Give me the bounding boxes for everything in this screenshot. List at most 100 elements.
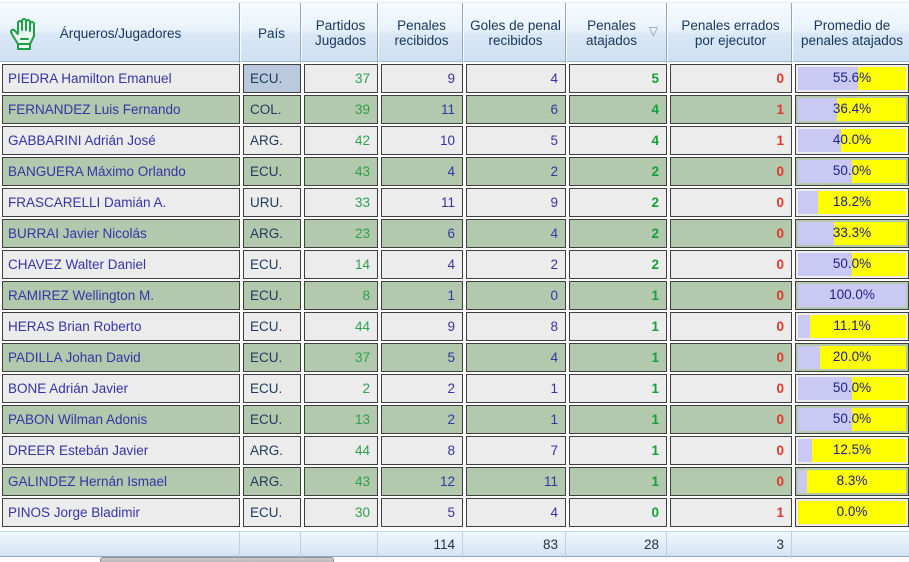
player-name-cell[interactable]: BURRAI Javier Nicolás xyxy=(2,219,240,248)
penales-recibidos-cell[interactable]: 4 xyxy=(381,250,463,279)
country-cell[interactable]: ARG. xyxy=(243,436,301,465)
penales-atajados-cell[interactable]: 1 xyxy=(569,374,667,403)
country-cell[interactable]: ECU. xyxy=(243,64,301,93)
player-name-cell[interactable]: PABON Wilman Adonis xyxy=(2,405,240,434)
country-cell[interactable]: ARG. xyxy=(243,219,301,248)
header-pais[interactable]: País xyxy=(243,3,301,63)
promedio-cell[interactable]: 40.0% xyxy=(795,126,909,155)
goles-penal-recibidos-cell[interactable]: 11 xyxy=(466,467,566,496)
penales-errados-cell[interactable]: 1 xyxy=(670,95,792,124)
penales-errados-cell[interactable]: 0 xyxy=(670,467,792,496)
penales-recibidos-cell[interactable]: 6 xyxy=(381,219,463,248)
partidos-jugados-cell[interactable]: 2 xyxy=(304,374,378,403)
penales-errados-cell[interactable]: 0 xyxy=(670,188,792,217)
penales-atajados-cell[interactable]: 1 xyxy=(569,281,667,310)
promedio-cell[interactable]: 55.6% xyxy=(795,64,909,93)
penales-recibidos-cell[interactable]: 4 xyxy=(381,157,463,186)
header-promedio-de-penales-atajados[interactable]: Promedio de penales atajados xyxy=(795,3,909,63)
country-cell[interactable]: ECU. xyxy=(243,312,301,341)
goles-penal-recibidos-cell[interactable]: 5 xyxy=(466,126,566,155)
goles-penal-recibidos-cell[interactable]: 8 xyxy=(466,312,566,341)
country-cell[interactable]: ECU. xyxy=(243,374,301,403)
player-name-cell[interactable]: GALINDEZ Hernán Ismael xyxy=(2,467,240,496)
promedio-cell[interactable]: 12.5% xyxy=(795,436,909,465)
partidos-jugados-cell[interactable]: 44 xyxy=(304,436,378,465)
penales-errados-cell[interactable]: 0 xyxy=(670,250,792,279)
header-penales-errados-por-ejecutor[interactable]: Penales errados por ejecutor xyxy=(670,3,792,63)
player-name-cell[interactable]: FERNANDEZ Luis Fernando xyxy=(2,95,240,124)
penales-errados-cell[interactable]: 0 xyxy=(670,219,792,248)
penales-atajados-cell[interactable]: 1 xyxy=(569,436,667,465)
penales-recibidos-cell[interactable]: 11 xyxy=(381,188,463,217)
header-goles-de-penal-recibidos[interactable]: Goles de penal recibidos xyxy=(466,3,566,63)
penales-recibidos-cell[interactable]: 2 xyxy=(381,374,463,403)
player-name-cell[interactable]: DREER Estebán Javier xyxy=(2,436,240,465)
penales-recibidos-cell[interactable]: 9 xyxy=(381,64,463,93)
partidos-jugados-cell[interactable]: 43 xyxy=(304,157,378,186)
partidos-jugados-cell[interactable]: 44 xyxy=(304,312,378,341)
player-name-cell[interactable]: BANGUERA Máximo Orlando xyxy=(2,157,240,186)
country-cell[interactable]: COL. xyxy=(243,95,301,124)
country-cell[interactable]: ECU. xyxy=(243,250,301,279)
promedio-cell[interactable]: 50.0% xyxy=(795,374,909,403)
penales-recibidos-cell[interactable]: 10 xyxy=(381,126,463,155)
partidos-jugados-cell[interactable]: 8 xyxy=(304,281,378,310)
penales-atajados-cell[interactable]: 1 xyxy=(569,343,667,372)
country-cell[interactable]: ECU. xyxy=(243,281,301,310)
country-cell[interactable]: ECU. xyxy=(243,498,301,527)
penales-errados-cell[interactable]: 0 xyxy=(670,374,792,403)
goles-penal-recibidos-cell[interactable]: 0 xyxy=(466,281,566,310)
player-name-cell[interactable]: GABBARINI Adrián José xyxy=(2,126,240,155)
goles-penal-recibidos-cell[interactable]: 2 xyxy=(466,157,566,186)
penales-atajados-cell[interactable]: 2 xyxy=(569,250,667,279)
promedio-cell[interactable]: 18.2% xyxy=(795,188,909,217)
penales-errados-cell[interactable]: 0 xyxy=(670,64,792,93)
penales-atajados-cell[interactable]: 2 xyxy=(569,157,667,186)
penales-errados-cell[interactable]: 0 xyxy=(670,343,792,372)
player-name-cell[interactable]: CHAVEZ Walter Daniel xyxy=(2,250,240,279)
partidos-jugados-cell[interactable]: 30 xyxy=(304,498,378,527)
country-cell[interactable]: ECU. xyxy=(243,343,301,372)
penales-errados-cell[interactable]: 0 xyxy=(670,436,792,465)
partidos-jugados-cell[interactable]: 33 xyxy=(304,188,378,217)
header-partidos-jugados[interactable]: Partidos Jugados xyxy=(304,3,378,63)
penales-errados-cell[interactable]: 1 xyxy=(670,126,792,155)
promedio-cell[interactable]: 36.4% xyxy=(795,95,909,124)
promedio-cell[interactable]: 33.3% xyxy=(795,219,909,248)
partidos-jugados-cell[interactable]: 37 xyxy=(304,64,378,93)
partidos-jugados-cell[interactable]: 39 xyxy=(304,95,378,124)
player-name-cell[interactable]: PIEDRA Hamilton Emanuel xyxy=(2,64,240,93)
penales-errados-cell[interactable]: 0 xyxy=(670,312,792,341)
player-name-cell[interactable]: BONE Adrián Javier xyxy=(2,374,240,403)
penales-atajados-cell[interactable]: 4 xyxy=(569,126,667,155)
penales-recibidos-cell[interactable]: 12 xyxy=(381,467,463,496)
partidos-jugados-cell[interactable]: 43 xyxy=(304,467,378,496)
country-cell[interactable]: URU. xyxy=(243,188,301,217)
header-penales-atajados[interactable]: Penales atajados ▽ xyxy=(569,3,667,63)
promedio-cell[interactable]: 50.0% xyxy=(795,157,909,186)
partidos-jugados-cell[interactable]: 23 xyxy=(304,219,378,248)
player-name-cell[interactable]: FRASCARELLI Damián A. xyxy=(2,188,240,217)
penales-atajados-cell[interactable]: 1 xyxy=(569,405,667,434)
penales-errados-cell[interactable]: 0 xyxy=(670,281,792,310)
promedio-cell[interactable]: 20.0% xyxy=(795,343,909,372)
header-arqueros-jugadores[interactable]: Árqueros/Jugadores xyxy=(2,3,240,63)
goles-penal-recibidos-cell[interactable]: 4 xyxy=(466,219,566,248)
promedio-cell[interactable]: 50.0% xyxy=(795,405,909,434)
partidos-jugados-cell[interactable]: 42 xyxy=(304,126,378,155)
player-name-cell[interactable]: PINOS Jorge Bladimir xyxy=(2,498,240,527)
penales-atajados-cell[interactable]: 2 xyxy=(569,188,667,217)
penales-recibidos-cell[interactable]: 8 xyxy=(381,436,463,465)
promedio-cell[interactable]: 11.1% xyxy=(795,312,909,341)
player-name-cell[interactable]: PADILLA Johan David xyxy=(2,343,240,372)
partidos-jugados-cell[interactable]: 37 xyxy=(304,343,378,372)
country-cell[interactable]: ARG. xyxy=(243,126,301,155)
penales-recibidos-cell[interactable]: 9 xyxy=(381,312,463,341)
penales-atajados-cell[interactable]: 4 xyxy=(569,95,667,124)
penales-errados-cell[interactable]: 0 xyxy=(670,157,792,186)
penales-atajados-cell[interactable]: 1 xyxy=(569,467,667,496)
goles-penal-recibidos-cell[interactable]: 9 xyxy=(466,188,566,217)
country-cell[interactable]: ECU. xyxy=(243,157,301,186)
goles-penal-recibidos-cell[interactable]: 4 xyxy=(466,498,566,527)
penales-recibidos-cell[interactable]: 5 xyxy=(381,498,463,527)
